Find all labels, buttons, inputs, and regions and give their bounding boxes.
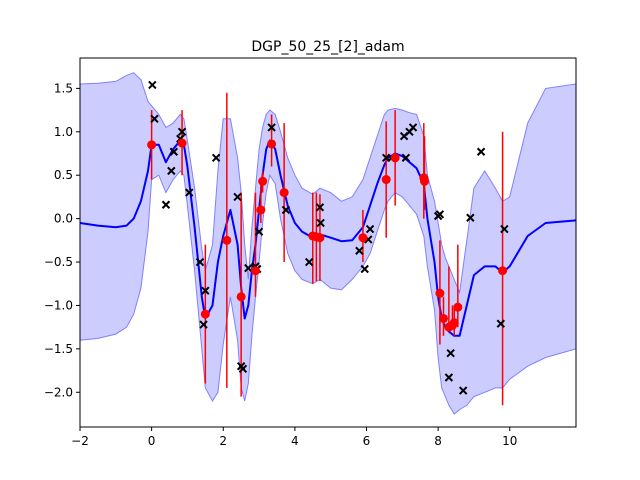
inducing-point <box>420 176 430 186</box>
y-tick-label: −1.0 <box>44 298 73 312</box>
observation-point <box>267 123 276 132</box>
observation-point <box>281 205 291 215</box>
observation-point <box>244 263 253 273</box>
observation-point <box>185 188 194 197</box>
inducing-point <box>222 235 232 245</box>
observation-point <box>458 386 468 395</box>
inducing-point <box>236 292 246 302</box>
axes-frame <box>79 57 577 428</box>
observation-point <box>500 224 509 234</box>
x-tick-label: 6 <box>363 434 371 448</box>
inducing-point <box>435 288 445 298</box>
x-tick-label: 2 <box>219 434 227 448</box>
inducing-point <box>267 139 277 149</box>
observation-point <box>233 192 242 202</box>
observation-point <box>199 320 208 329</box>
inducing-point <box>279 188 289 198</box>
y-tick-label: −1.5 <box>44 342 73 356</box>
y-tick-label: 0.0 <box>54 212 73 226</box>
observation-point <box>238 364 248 374</box>
inducing-point <box>453 302 463 312</box>
observation-point <box>148 80 157 90</box>
inducing-point <box>250 266 260 276</box>
y-tick-label: −2.0 <box>44 385 73 399</box>
inducing-point <box>381 175 391 185</box>
observation-point <box>360 264 369 274</box>
observation-point <box>177 127 187 137</box>
observation-point <box>476 147 486 156</box>
x-tick-label: 4 <box>291 434 299 448</box>
inducing-point <box>498 266 508 276</box>
observation-point <box>150 114 159 123</box>
observation-point <box>401 153 411 163</box>
observation-point <box>408 123 418 132</box>
observation-point <box>195 257 205 267</box>
inducing-point <box>449 318 459 328</box>
observation-point <box>316 218 325 228</box>
inducing-point <box>438 313 448 323</box>
y-tick-label: −0.5 <box>44 255 73 269</box>
observation-point <box>211 153 221 163</box>
y-tick-label: 1.0 <box>54 125 73 139</box>
observation-point <box>466 213 475 222</box>
observation-point <box>169 147 179 156</box>
observation-point <box>254 227 264 236</box>
observation-point <box>355 246 364 255</box>
x-tick-label: 10 <box>502 434 517 448</box>
observation-point <box>161 200 171 209</box>
x-tick-label: −2 <box>71 434 89 448</box>
inducing-point <box>256 205 266 215</box>
chart-title: DGP_50_25_[2]_adam <box>251 39 404 55</box>
axis-ticks: −2 0 2 4 6 8 10 −2.0 −1.5 −1.0 −0.5 0.0 0.5 1.0 1.5 <box>44 81 518 448</box>
inducing-point <box>200 309 210 319</box>
observation-point <box>304 257 314 267</box>
inducing-point <box>147 140 157 150</box>
inducing-point <box>177 138 187 148</box>
plot-area <box>80 72 576 415</box>
inducing-point <box>258 176 268 186</box>
observation-point <box>167 166 176 176</box>
observation-point <box>365 224 375 234</box>
inducing-point <box>315 233 325 243</box>
observation-point <box>446 348 455 358</box>
observation-point <box>435 210 445 219</box>
observation-point <box>444 373 454 382</box>
observation-point <box>496 319 506 328</box>
observation-point <box>201 286 210 295</box>
x-tick-label: 0 <box>148 434 156 448</box>
inducing-point <box>358 233 368 243</box>
observation-point <box>315 203 325 212</box>
inducing-point <box>390 153 400 163</box>
y-tick-label: 0.5 <box>54 168 73 182</box>
x-tick-label: 8 <box>434 434 442 448</box>
y-tick-label: 1.5 <box>54 81 73 95</box>
